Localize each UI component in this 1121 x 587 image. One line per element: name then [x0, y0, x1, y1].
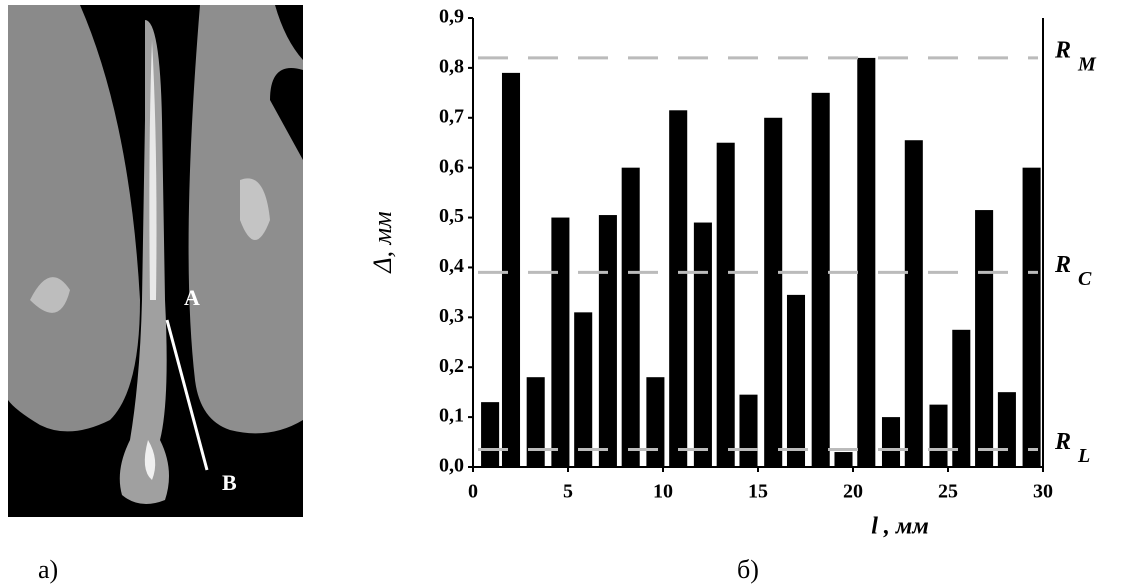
- bar: [811, 92, 830, 467]
- bar: [834, 452, 853, 467]
- bar: [786, 294, 806, 467]
- bar: [716, 142, 735, 467]
- reference-subscript: M: [1077, 54, 1097, 76]
- measure-line: [165, 319, 209, 471]
- bar: [669, 110, 688, 468]
- y-tick-label: 0,7: [439, 105, 464, 127]
- y-tick-label: 0,3: [439, 305, 464, 327]
- bar: [621, 167, 640, 467]
- x-tick-label: 30: [1033, 481, 1053, 503]
- left-tissue: [8, 5, 140, 432]
- bar: [598, 215, 617, 467]
- bar: [881, 417, 901, 467]
- x-axis-label: l , мм: [871, 514, 929, 540]
- y-tick-label: 0,1: [439, 405, 464, 427]
- septum: [119, 20, 169, 504]
- y-tick-label: 0,6: [439, 155, 464, 177]
- reference-label: R: [1054, 252, 1071, 278]
- x-tick-label: 0: [468, 481, 478, 503]
- bar: [739, 394, 758, 467]
- reference-label: R: [1054, 37, 1071, 63]
- bar: [929, 404, 948, 467]
- y-tick-label: 0,2: [439, 355, 464, 377]
- y-axis-label: Δ, мм: [368, 211, 397, 273]
- point-label: B: [222, 470, 237, 495]
- x-tick-label: 20: [843, 481, 863, 503]
- bar: [1022, 167, 1041, 467]
- x-tick-label: 15: [748, 481, 768, 503]
- reference-subscript: L: [1077, 445, 1090, 467]
- bar: [764, 117, 783, 468]
- bar: [501, 72, 521, 467]
- reference-label: R: [1054, 429, 1071, 455]
- right-bright: [240, 178, 270, 240]
- caption: б): [737, 555, 759, 584]
- bar: [646, 377, 665, 467]
- bar: [952, 329, 971, 467]
- bar: [481, 402, 500, 467]
- y-tick-label: 0,8: [439, 55, 464, 77]
- ct-image: A B: [8, 5, 303, 517]
- y-tick-label: 0,0: [439, 455, 464, 477]
- left-bright: [30, 277, 70, 313]
- bar: [693, 222, 712, 467]
- bar: [574, 312, 593, 467]
- bar: [975, 210, 994, 468]
- reference-subscript: C: [1078, 268, 1092, 290]
- bar: [551, 217, 570, 467]
- x-tick-label: 5: [563, 481, 573, 503]
- y-tick-label: 0,5: [439, 205, 464, 227]
- septum-bright: [149, 40, 157, 300]
- x-tick-label: 10: [653, 481, 673, 503]
- bar: [857, 57, 876, 468]
- bar: [904, 140, 923, 467]
- septum-tip: [144, 440, 156, 480]
- caption: а): [38, 555, 58, 584]
- y-tick-label: 0,4: [439, 255, 464, 277]
- x-tick-label: 25: [938, 481, 958, 503]
- point-label: A: [184, 285, 200, 310]
- y-tick-label: 0,9: [439, 6, 464, 28]
- bar: [526, 377, 545, 467]
- bar: [997, 392, 1016, 467]
